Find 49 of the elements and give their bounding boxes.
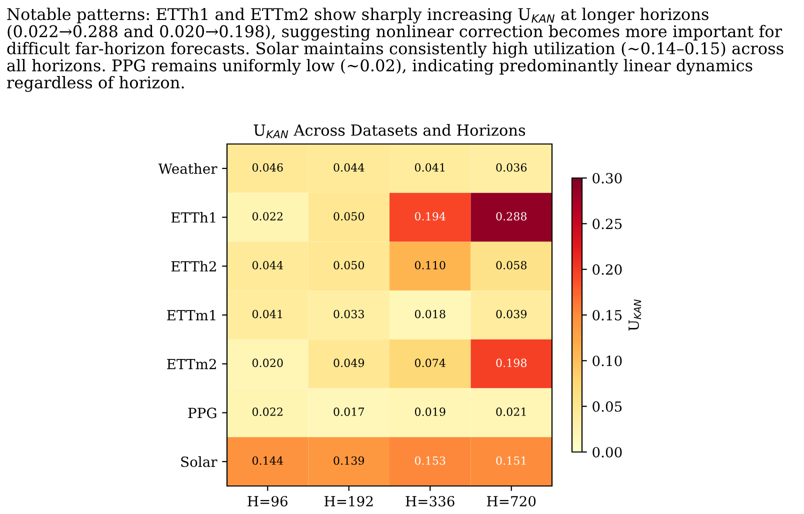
color-bar-label: 0.10 [592, 356, 622, 366]
data-label: 0.288 [496, 212, 527, 221]
data-label: 0.194 [414, 212, 446, 221]
data-label: 0.110 [414, 260, 446, 270]
data-label: 0.046 [252, 163, 283, 172]
text: Notable patterns: ETTh1 and ETTm2 show sharply increasing U$_{KAN}$ at longer horizons (0.022→0.288 and 0.020→0.198), suggesting nonlinear correction becomes more important for difficult far-horizon forecasts. Solar maintains consistently high utilization (∼0.14–0.15) across all horizons. PPG remains uniformly low (∼0.02), indicating predominantly linear dynamics regardless of horizon. [7, 8, 784, 92]
color-bar-label: 0.30 [592, 172, 622, 184]
color-bar-label: 0.25 [592, 218, 622, 230]
data-label: 0.019 [414, 408, 446, 416]
y-tick-label: ETTm1 [167, 310, 216, 320]
x-tick-label: H=720 [487, 496, 536, 506]
y-tick-label: Weather [158, 163, 218, 174]
data-label: 0.044 [334, 163, 364, 172]
data-label: 0.151 [496, 456, 526, 465]
data-label: 0.198 [496, 358, 527, 368]
data-label: 0.020 [252, 358, 283, 368]
data-label: 0.041 [414, 163, 444, 172]
data-label: 0.144 [252, 456, 283, 465]
y-tick-label: Solar [181, 456, 218, 468]
data-label: 0.058 [496, 260, 527, 270]
data-label: 0.022 [252, 408, 282, 416]
data-label: 0.139 [334, 456, 364, 465]
data-label: 0.041 [252, 310, 282, 318]
color-bar-label: 0.05 [592, 401, 622, 412]
x-tick-label: H=336 [406, 496, 454, 506]
data-label: 0.074 [414, 358, 446, 368]
color-bar-label: 0.15 [592, 310, 622, 320]
data-label: 0.039 [496, 310, 527, 318]
y-tick-label: ETTh1 [171, 212, 216, 223]
data-label: 0.022 [252, 212, 282, 221]
data-label: 0.017 [334, 408, 364, 416]
y-tick-label: PPG [188, 408, 216, 418]
data-label: 0.049 [334, 358, 364, 368]
data-label: 0.036 [496, 163, 527, 172]
data-label: 0.018 [414, 310, 446, 318]
color-bar-label: 0.00 [592, 446, 622, 458]
data-label: 0.153 [414, 456, 446, 465]
chart-title: U$_{KAN}$ Across Datasets and Horizons [254, 124, 526, 138]
data-label: 0.044 [252, 260, 283, 270]
data-label: 0.021 [496, 408, 526, 416]
color-bar-label: 0.20 [592, 264, 622, 275]
data-label: 0.050 [334, 260, 364, 270]
x-tick-label: H=96 [248, 496, 288, 506]
y-tick-label: ETTh2 [171, 260, 216, 272]
data-label: 0.050 [334, 212, 364, 221]
color-bar-title: U$_{KAN}$ [628, 299, 642, 331]
y-tick-label: ETTm2 [167, 358, 216, 370]
data-label: 0.033 [334, 310, 364, 318]
x-tick-label: H=192 [324, 496, 373, 506]
